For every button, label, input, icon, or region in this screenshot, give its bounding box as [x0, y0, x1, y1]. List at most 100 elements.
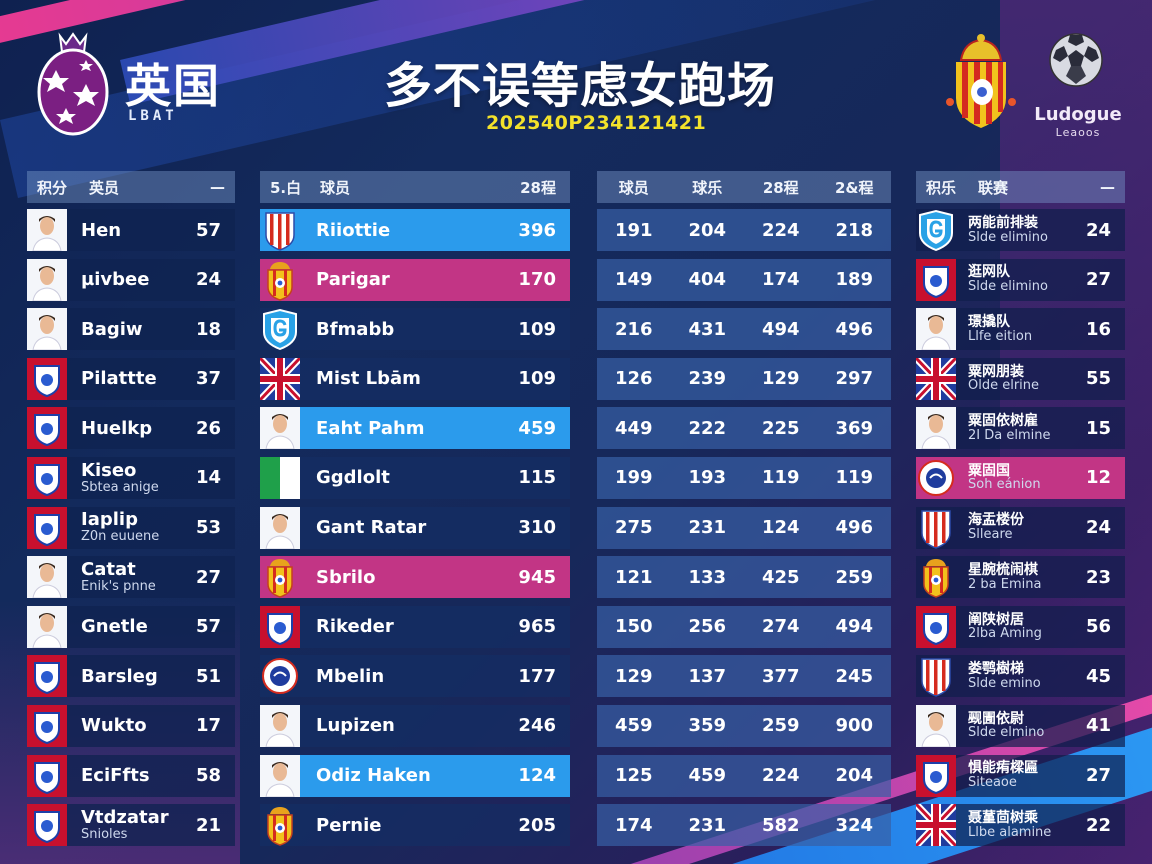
table-row[interactable]: 129 137 377 245: [597, 655, 891, 698]
stat-cell: 449: [614, 417, 653, 439]
table-row[interactable]: 粟固依树雇 2I Da elmine 15: [916, 407, 1125, 450]
table-row[interactable]: 逛网队 Slde elimino 27: [916, 258, 1125, 301]
row-value: 18: [195, 318, 221, 340]
table-row[interactable]: Catat Enik's pnne 27: [27, 556, 235, 599]
team-name: Mist Lbām: [316, 368, 421, 390]
table-row[interactable]: Sbrilo 945: [260, 556, 570, 599]
club-crest-icon: [27, 456, 67, 499]
table-row[interactable]: Gnetle 57: [27, 605, 235, 648]
stat-cell: 193: [688, 467, 727, 489]
club-crest-icon: [27, 655, 67, 698]
stat-cell: 199: [614, 467, 653, 489]
table-row[interactable]: Pernie 205: [260, 804, 570, 847]
player-portrait-icon: [916, 704, 956, 747]
table-row[interactable]: 粟网朋装 Olde elrine 55: [916, 357, 1125, 400]
team-name: Hen: [81, 219, 122, 241]
table-row[interactable]: 150 256 274 494: [597, 605, 891, 648]
column-header[interactable]: 积分: [37, 178, 68, 197]
club-crest-icon: [27, 506, 67, 549]
table-row[interactable]: Odiz Haken 124: [260, 754, 570, 797]
table-row[interactable]: 娄鹗樹梯 Slde emino 45: [916, 655, 1125, 698]
table-row[interactable]: 149 404 174 189: [597, 258, 891, 301]
table-row[interactable]: Mist Lbām 109: [260, 357, 570, 400]
stat-cell: 494: [835, 616, 874, 638]
stat-cell: 494: [761, 318, 800, 340]
table-row[interactable]: Ggdlolt 115: [260, 456, 570, 499]
column-header[interactable]: 积乐: [926, 178, 957, 197]
stat-cell: 496: [835, 517, 874, 539]
column-header[interactable]: 联赛: [978, 178, 1009, 197]
table-row[interactable]: 126 239 129 297: [597, 357, 891, 400]
table-row[interactable]: 粟固国 Soh eánion 12: [916, 456, 1125, 499]
table-row[interactable]: Bagiw 18: [27, 308, 235, 351]
table-row[interactable]: Riiottie 396: [260, 209, 570, 251]
row-value: 53: [195, 517, 221, 539]
column-header[interactable]: 球乐: [692, 178, 723, 197]
column-header[interactable]: —: [210, 178, 225, 196]
table-row[interactable]: 199 193 119 119: [597, 456, 891, 499]
row-value: 246: [518, 715, 556, 737]
table-row[interactable]: Barsleg 51: [27, 655, 235, 698]
column-header[interactable]: 28程: [520, 178, 556, 197]
table-row[interactable]: Pilattte 37: [27, 357, 235, 400]
table-row[interactable]: 449 222 225 369: [597, 407, 891, 450]
table-row[interactable]: 觋圊依尉 Slde elmino 41: [916, 704, 1125, 747]
table-row[interactable]: 121 133 425 259: [597, 556, 891, 599]
table-row[interactable]: Iaplip Z0n euuene 53: [27, 506, 235, 549]
stat-cell: 204: [688, 219, 727, 241]
team-name: Bfmabb: [316, 318, 395, 340]
row-value: 15: [1085, 417, 1111, 439]
player-portrait-icon: [27, 308, 67, 351]
table-row[interactable]: Mbelin 177: [260, 655, 570, 698]
team-name-primary: Kiseo: [81, 459, 137, 481]
table-row[interactable]: Huelkp 26: [27, 407, 235, 450]
table-row[interactable]: Gant Ratar 310: [260, 506, 570, 549]
table-row[interactable]: Vtdzatar Snioles 21: [27, 804, 235, 847]
column-header[interactable]: 2&程: [834, 178, 874, 197]
table-row[interactable]: 星腕梳闹棋 2 ba Emina 23: [916, 556, 1125, 599]
row-value: 27: [1085, 269, 1111, 291]
column-header[interactable]: 球员: [320, 178, 351, 197]
table-row[interactable]: 璟撬队 Llfe eition 16: [916, 308, 1125, 351]
stat-cell: 404: [688, 269, 727, 291]
table-row[interactable]: Wukto 17: [27, 704, 235, 747]
table-row[interactable]: 125 459 224 204: [597, 754, 891, 797]
column-header[interactable]: 球员: [618, 178, 649, 197]
royal-crest-icon: [260, 804, 300, 846]
table-row[interactable]: 191 204 224 218: [597, 209, 891, 251]
union-flag-icon: [916, 357, 956, 400]
table-row[interactable]: µivbee 24: [27, 258, 235, 301]
table-row[interactable]: 两能前排装 Slde elimino 24: [916, 209, 1125, 251]
team-name: Parigar: [316, 269, 390, 291]
table-row[interactable]: Bfmabb 109: [260, 308, 570, 351]
team-name: µivbee: [81, 269, 150, 291]
table-row[interactable]: Parigar 170: [260, 258, 570, 301]
table-row[interactable]: 惧能痏樑匾 Siteaoe 27: [916, 754, 1125, 797]
column-header[interactable]: 28程: [762, 178, 799, 197]
table-row[interactable]: 459 359 259 900: [597, 704, 891, 747]
table-row[interactable]: Kiseo Sbtea anige 14: [27, 456, 235, 499]
table-row[interactable]: 174 231 582 324: [597, 804, 891, 847]
table-row[interactable]: Hen 57: [27, 209, 235, 251]
table-row[interactable]: Lupizen 246: [260, 704, 570, 747]
table-row[interactable]: 216 431 494 496: [597, 308, 891, 351]
stat-cell: 231: [688, 814, 727, 836]
column-header[interactable]: —: [1100, 178, 1115, 196]
club-crest-icon: [27, 754, 67, 797]
brand-subtitle: LBAT: [128, 108, 178, 124]
team-name: 娄鹗樹梯 Slde emino: [968, 662, 1041, 690]
table-row[interactable]: EciFfts 58: [27, 754, 235, 797]
team-name: Rikeder: [316, 616, 394, 638]
football-logo-icon: [1048, 32, 1104, 88]
player-portrait-icon: [260, 506, 300, 549]
stat-cell: 129: [614, 665, 653, 687]
table-row[interactable]: 275 231 124 496: [597, 506, 891, 549]
table-row[interactable]: Rikeder 965: [260, 605, 570, 648]
table-row[interactable]: 聂蓳茴树乘 Llbe alamine 22: [916, 804, 1125, 847]
table-row[interactable]: Eaht Pahm 459: [260, 407, 570, 450]
column-header[interactable]: 英员: [89, 178, 120, 197]
brand-title: 英国: [125, 59, 221, 113]
column-header[interactable]: 5.白: [270, 178, 302, 197]
table-row[interactable]: 海盂楼份 Slleare 24: [916, 506, 1125, 549]
table-row[interactable]: 阐陕树居 2lba Aming 56: [916, 605, 1125, 648]
